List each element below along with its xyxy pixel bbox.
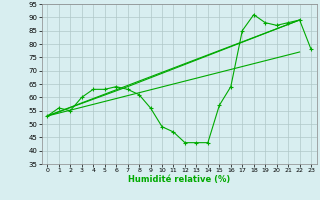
X-axis label: Humidité relative (%): Humidité relative (%) bbox=[128, 175, 230, 184]
